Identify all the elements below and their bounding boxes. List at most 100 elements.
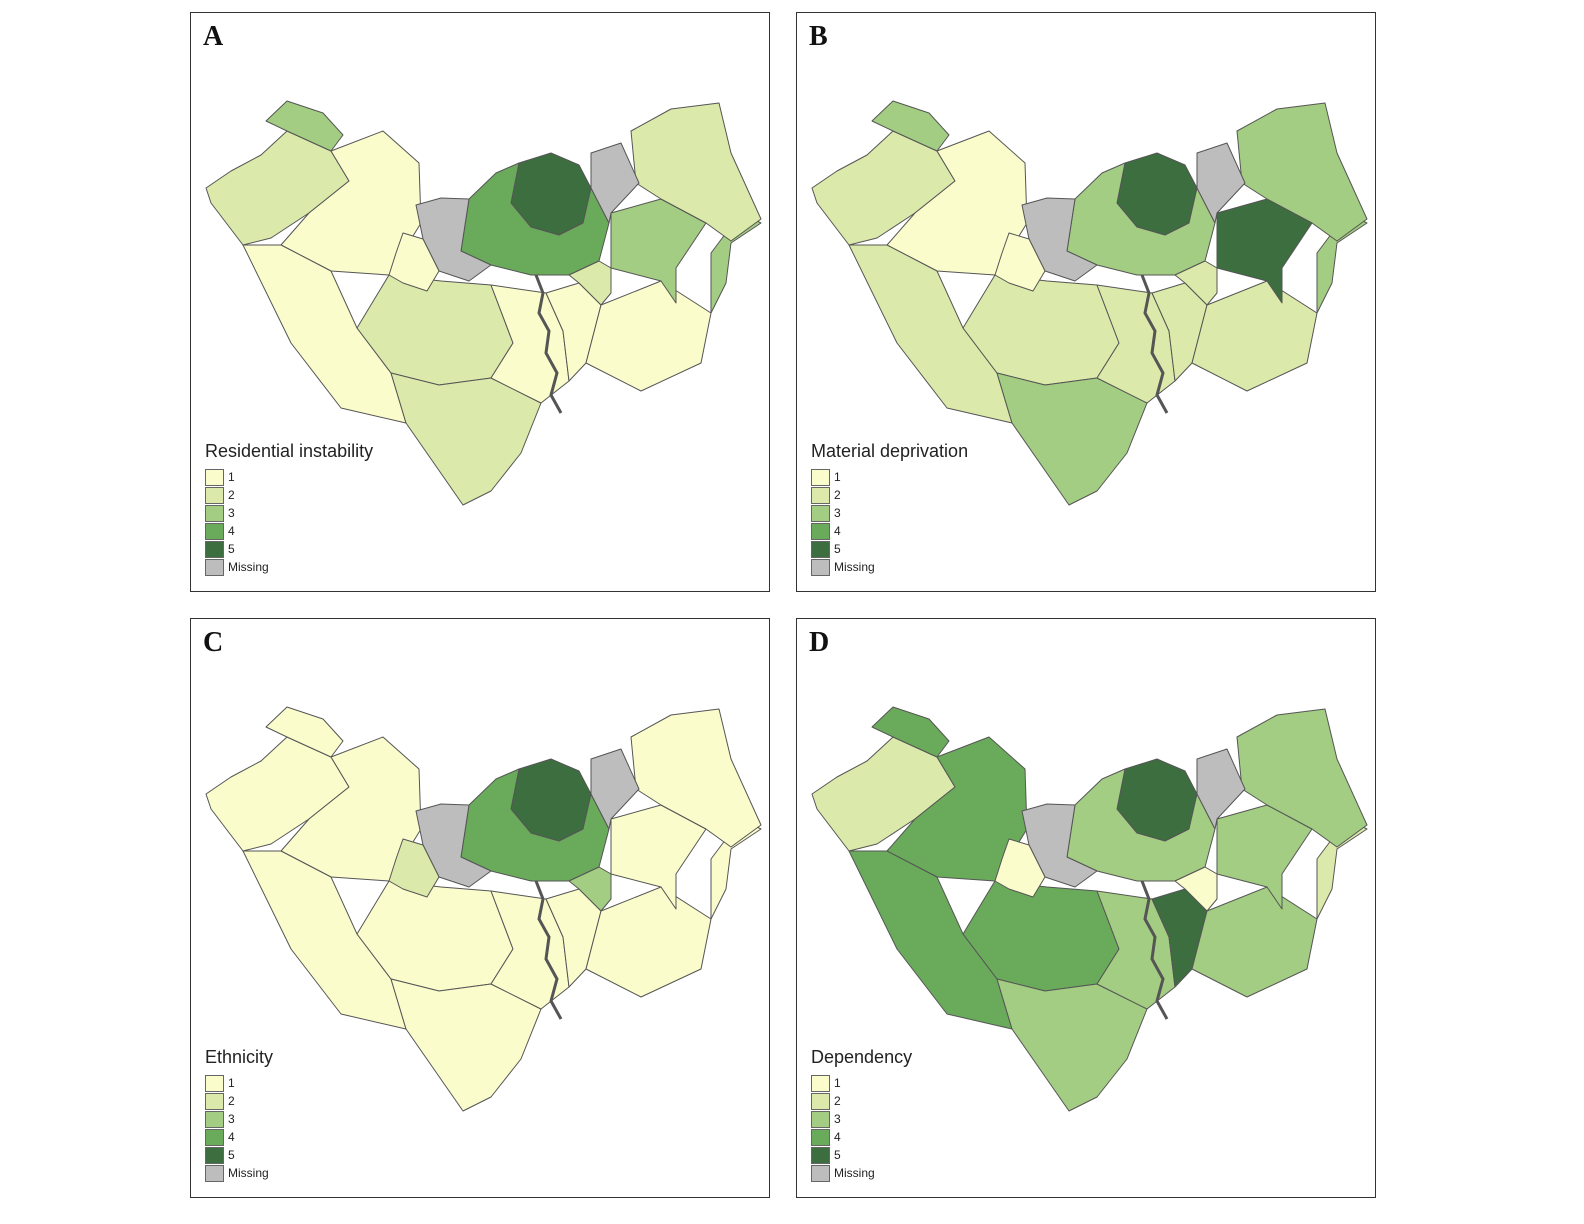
legend-swatch <box>205 504 224 522</box>
map-region-northeast <box>630 708 762 848</box>
map-legend: Dependency 1 2 3 4 5 Missing <box>811 1047 912 1182</box>
panel-letter: A <box>203 21 224 52</box>
legend-label: 5 <box>834 542 841 556</box>
legend-item: 2 <box>811 486 968 504</box>
legend-label: 3 <box>228 506 235 520</box>
legend-swatch <box>205 522 224 540</box>
map-region-south-tip <box>996 372 1148 506</box>
map-region-suburb-east <box>1174 866 1218 912</box>
map-region-far-east <box>1316 818 1368 920</box>
map-region-suburb-east <box>1174 260 1218 306</box>
legend-item: 5 <box>205 540 373 558</box>
legend-title: Material deprivation <box>811 441 969 461</box>
legend-item: 1 <box>811 1074 912 1092</box>
legend-item: Missing <box>811 1164 912 1182</box>
legend-swatch <box>205 558 224 576</box>
map-region-suburb-west <box>994 838 1046 898</box>
map-region-northeast <box>1236 102 1368 242</box>
legend-label: 4 <box>228 524 235 538</box>
legend-item: 4 <box>205 1128 273 1146</box>
legend-label: 3 <box>834 506 841 520</box>
legend-swatch <box>205 540 224 558</box>
legend-label: Missing <box>834 560 875 574</box>
legend-swatch <box>205 1146 224 1164</box>
legend-swatch <box>811 1092 830 1110</box>
legend-swatch <box>811 504 830 522</box>
legend-item: 1 <box>205 468 373 486</box>
legend-swatch <box>811 1146 830 1164</box>
map-region-suburb-west <box>994 232 1046 292</box>
legend-label: 2 <box>228 1094 235 1108</box>
legend-label: 5 <box>834 1148 841 1162</box>
map-region-west-central <box>280 736 422 882</box>
legend-item: Missing <box>205 1164 273 1182</box>
choropleth-map <box>811 100 1368 506</box>
map-region-northwest-tip <box>265 100 344 152</box>
map-region-west-central <box>886 130 1028 276</box>
map-region-west-central <box>280 130 422 276</box>
map-region-northwest-tip <box>871 100 950 152</box>
legend-label: Missing <box>228 560 269 574</box>
map-legend: Residential instability 1 2 3 4 5 Missing <box>205 441 373 576</box>
legend-item: 3 <box>205 1110 273 1128</box>
legend-item: 1 <box>205 1074 273 1092</box>
legend-item: 4 <box>811 1128 912 1146</box>
legend-title: Dependency <box>811 1047 913 1067</box>
legend-swatch <box>811 540 830 558</box>
legend-label: 1 <box>834 1076 841 1090</box>
legend-item: 5 <box>205 1146 273 1164</box>
legend-label: 2 <box>834 1094 841 1108</box>
map-region-northwest-tip <box>871 706 950 758</box>
legend-label: Missing <box>834 1166 875 1180</box>
legend-swatch <box>205 1110 224 1128</box>
legend-label: Missing <box>228 1166 269 1180</box>
map-region-south-tip <box>390 372 542 506</box>
legend-swatch <box>205 486 224 504</box>
legend-label: 5 <box>228 1148 235 1162</box>
legend-label: 3 <box>228 1112 235 1126</box>
legend-swatch <box>811 1164 830 1182</box>
map-region-northwest-tip <box>265 706 344 758</box>
legend-item: 2 <box>205 1092 273 1110</box>
choropleth-map <box>205 100 762 506</box>
legend-item: 3 <box>811 1110 912 1128</box>
legend-item: Missing <box>811 558 968 576</box>
map-region-northeast <box>1236 708 1368 848</box>
legend-label: 1 <box>228 470 235 484</box>
map-panel-b: B Material deprivation 1 2 3 4 5 Missing <box>796 12 1376 592</box>
map-region-northeast <box>630 102 762 242</box>
legend-item: 5 <box>811 1146 912 1164</box>
map-region-far-east <box>1316 212 1368 314</box>
legend-swatch <box>205 1164 224 1182</box>
legend-item: 3 <box>811 504 968 522</box>
panel-letter: D <box>809 627 830 658</box>
legend-swatch <box>811 468 830 486</box>
legend-swatch <box>205 1128 224 1146</box>
legend-swatch <box>811 1074 830 1092</box>
legend-item: 2 <box>811 1092 912 1110</box>
legend-label: 5 <box>228 542 235 556</box>
map-region-far-east <box>710 818 762 920</box>
legend-swatch <box>811 1128 830 1146</box>
legend-label: 2 <box>228 488 235 502</box>
map-legend: Material deprivation 1 2 3 4 5 Missing <box>811 441 968 576</box>
river-line <box>534 274 563 414</box>
legend-label: 4 <box>834 524 841 538</box>
legend-swatch <box>811 486 830 504</box>
legend-label: 4 <box>228 1130 235 1144</box>
panel-letter: C <box>203 627 224 658</box>
map-region-south-tip <box>996 978 1148 1112</box>
legend-item: 5 <box>811 540 968 558</box>
legend-title: Ethnicity <box>205 1047 274 1067</box>
choropleth-map <box>811 706 1368 1112</box>
map-panel-d: D Dependency 1 2 3 4 5 Missing <box>796 618 1376 1198</box>
legend-item: 3 <box>205 504 373 522</box>
legend-swatch <box>811 558 830 576</box>
legend-item: Missing <box>205 558 373 576</box>
river-line <box>1140 880 1169 1020</box>
river-line <box>534 880 563 1020</box>
legend-title: Residential instability <box>205 441 374 461</box>
legend-swatch <box>205 468 224 486</box>
legend-swatch <box>811 1110 830 1128</box>
legend-label: 2 <box>834 488 841 502</box>
